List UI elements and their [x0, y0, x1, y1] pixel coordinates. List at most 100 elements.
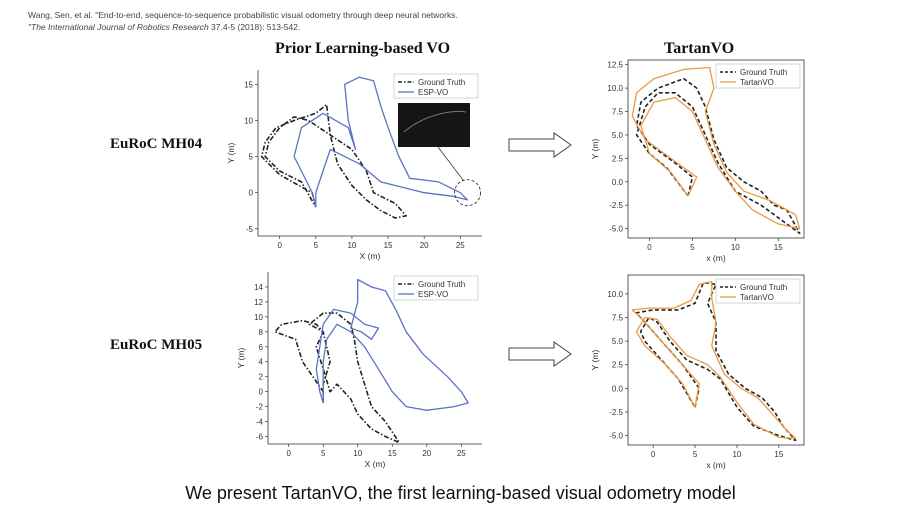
x-tick-label: 0	[286, 449, 291, 458]
legend-label: ESP-VO	[418, 88, 448, 97]
y-tick-label: 0.0	[612, 178, 624, 187]
y-tick-label: 0.0	[612, 384, 624, 393]
y-tick-label: 2.5	[612, 154, 624, 163]
y-tick-label: 7.5	[612, 108, 624, 117]
y-axis-label: Y (m)	[590, 350, 600, 371]
x-tick-label: 20	[420, 241, 429, 250]
legend-box	[393, 275, 479, 301]
y-tick-label: 4	[259, 358, 264, 367]
legend-label: Ground Truth	[740, 283, 787, 292]
chart-mh04-tartanvo: 0 5 10 15 -5.0 -2.5 0.0 2.5 5.0 7.5 10.0 12.5 x (m) Y…	[590, 59, 805, 263]
x-tick-label: 5	[693, 450, 698, 459]
series-line-ground-truth	[635, 77, 801, 235]
y-tick-label: 14	[254, 283, 263, 292]
y-tick-label: 0	[249, 189, 254, 198]
y-axis-label: Y (m)	[236, 348, 246, 369]
x-tick-label: 20	[422, 449, 431, 458]
y-tick-label: -2.5	[609, 408, 623, 417]
caption: We present TartanVO, the first learning-…	[185, 483, 736, 503]
x-tick-label: 15	[774, 243, 783, 252]
y-tick-label: -5.0	[609, 225, 623, 234]
x-tick-label: 0	[647, 243, 652, 252]
y-tick-label: -5.0	[609, 432, 623, 441]
plot-frame	[627, 59, 805, 239]
y-tick-label: 6	[259, 343, 264, 352]
legend-label: TartanVO	[740, 78, 774, 87]
x-axis-label: x (m)	[706, 460, 726, 470]
plot-frame	[627, 274, 805, 446]
legend-label: Ground Truth	[740, 68, 787, 77]
citation-volume: 37.4-5 (2018): 513-542.	[208, 22, 301, 32]
chart-mh05-tartanvo: 0 5 10 15 -5.0 -2.5 0.0 2.5 5.0 7.5 10.0 x (m) Y (m)…	[590, 274, 805, 470]
arrow-right-icon	[508, 341, 572, 367]
series-line-esp-vo	[293, 76, 469, 208]
zoom-circle	[454, 179, 481, 207]
x-tick-label: 10	[731, 243, 740, 252]
y-tick-label: 5.0	[612, 131, 624, 140]
inset-camera-image	[398, 103, 470, 147]
y-tick-label: 5	[249, 153, 254, 162]
x-tick-label: 10	[732, 450, 741, 459]
x-tick-label: 10	[353, 449, 362, 458]
arrow-right-icon	[508, 132, 572, 158]
x-axis-label: X (m)	[360, 251, 381, 261]
x-tick-label: 0	[651, 450, 656, 459]
y-tick-label: 2.5	[612, 361, 624, 370]
inset-detail	[403, 110, 467, 133]
x-tick-label: 25	[456, 241, 465, 250]
x-tick-label: 5	[314, 241, 319, 250]
x-tick-label: 5	[321, 449, 326, 458]
y-tick-label: 2	[259, 373, 264, 382]
y-tick-label: 8	[259, 328, 264, 337]
series-line-ground-truth	[274, 312, 400, 444]
series-line-tartanvo	[631, 66, 801, 230]
x-tick-label: 5	[690, 243, 695, 252]
x-tick-label: 15	[388, 449, 397, 458]
y-tick-label: -5	[246, 225, 254, 234]
x-tick-label: 10	[347, 241, 356, 250]
series-line-ground-truth	[260, 103, 407, 219]
citation: Wang, Sen, et al. "End-to-end, sequence-…	[28, 9, 458, 33]
zoom-connector	[437, 146, 464, 181]
x-tick-label: 15	[384, 241, 393, 250]
x-axis-label: x (m)	[706, 253, 726, 263]
y-tick-label: -2.5	[609, 201, 623, 210]
header-tartanvo: TartanVO	[664, 40, 735, 57]
y-tick-label: 12.5	[607, 61, 623, 70]
y-tick-label: 0	[259, 388, 264, 397]
y-tick-label: 5.0	[612, 337, 624, 346]
chart-mh05-espvo: 0 5 10 15 20 25 -6 -4 -2 0 2 4 6 8 10 12 14 X (m) Y (m) Gro…	[236, 272, 482, 469]
y-axis-label: Y (m)	[226, 143, 236, 164]
legend-label: Ground Truth	[418, 280, 465, 289]
x-tick-label: 25	[457, 449, 466, 458]
series-line-tartanvo	[631, 280, 797, 440]
legend-label: TartanVO	[740, 293, 774, 302]
y-axis-label: Y (m)	[590, 139, 600, 160]
row-label-mh05: EuRoC MH05	[110, 337, 203, 353]
y-tick-label: 10.0	[607, 84, 623, 93]
row-label-mh04: EuRoC MH04	[110, 136, 203, 152]
legend-label: ESP-VO	[418, 290, 448, 299]
citation-line-1: Wang, Sen, et al. "End-to-end, sequence-…	[28, 10, 458, 20]
citation-journal: "The International Journal of Robotics R…	[28, 22, 209, 32]
y-tick-label: -4	[256, 418, 264, 427]
x-tick-label: 0	[277, 241, 282, 250]
legend-box	[393, 73, 479, 99]
series-line-esp-vo	[315, 278, 469, 411]
legend-box	[715, 63, 801, 89]
x-tick-label: 15	[774, 450, 783, 459]
y-tick-label: 12	[254, 298, 263, 307]
legend-box	[715, 278, 801, 304]
series-line-ground-truth	[635, 281, 797, 442]
y-tick-label: 7.5	[612, 314, 624, 323]
y-tick-label: -2	[256, 403, 264, 412]
citation-line-2: "The International Journal of Robotics R…	[28, 21, 458, 33]
y-tick-label: -6	[256, 433, 264, 442]
y-tick-label: 15	[244, 80, 253, 89]
y-tick-label: 10	[244, 117, 253, 126]
